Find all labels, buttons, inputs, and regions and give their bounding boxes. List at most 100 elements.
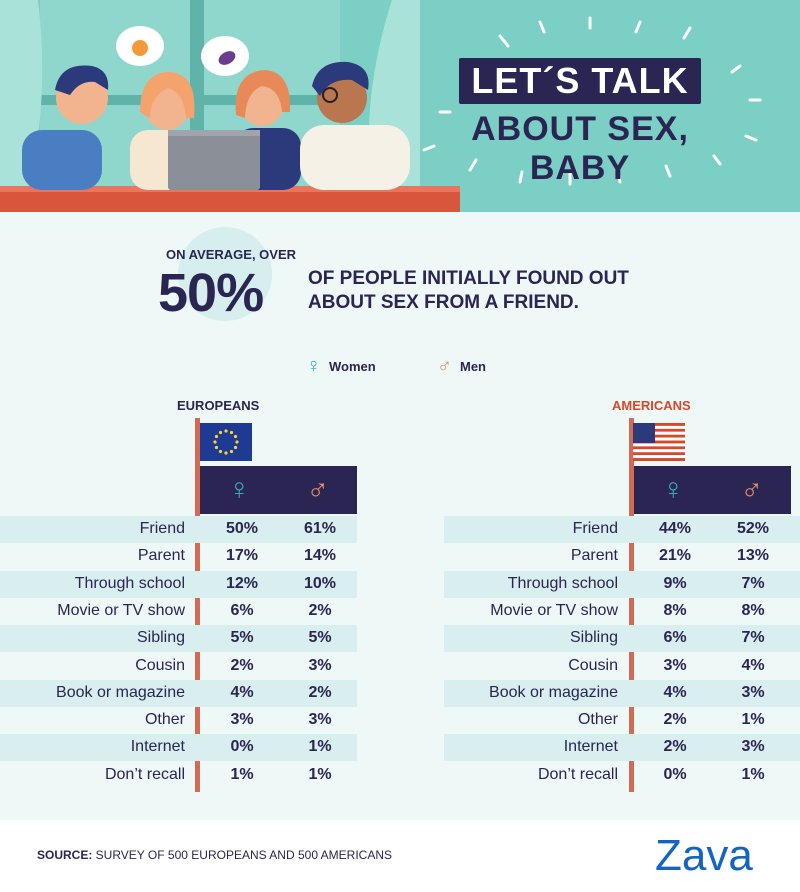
women-value: 6% <box>230 601 254 619</box>
men-value: 3% <box>741 738 765 756</box>
title-line-2: ABOUT SEX, BABY <box>471 110 689 187</box>
legend-men: ♂ Men <box>437 356 486 376</box>
legend-women-label: Women <box>329 358 376 374</box>
men-value: 2% <box>308 601 332 619</box>
row-label: Book or magazine <box>56 683 185 701</box>
eu-flag-icon <box>200 423 252 461</box>
footer <box>0 820 800 892</box>
us-flag-icon <box>633 423 685 461</box>
women-value: 0% <box>663 765 687 783</box>
women-value: 2% <box>663 711 687 729</box>
women-value: 17% <box>225 547 259 565</box>
zava-logo: Zava <box>655 831 753 880</box>
men-value: 3% <box>308 656 332 674</box>
us-flag-pole <box>629 418 634 792</box>
table-row-stripe <box>444 734 800 762</box>
europeans-title: EUROPEANS <box>177 398 260 413</box>
row-label: Through school <box>74 574 185 592</box>
male-icon: ♂ <box>306 473 330 506</box>
women-value: 44% <box>658 520 692 537</box>
source-note: SOURCE: SURVEY OF 500 EUROPEANS AND 500 … <box>37 848 392 862</box>
men-value: 1% <box>308 738 332 756</box>
table-row-stripe <box>444 625 800 653</box>
women-value: 1% <box>230 765 254 783</box>
row-label: Other <box>577 711 618 729</box>
row-label: Don’t recall <box>537 765 618 783</box>
row-label: Sibling <box>569 629 618 647</box>
male-icon: ♂ <box>437 355 452 377</box>
row-label: Internet <box>130 738 185 756</box>
men-value: 1% <box>741 765 765 783</box>
row-label: Parent <box>570 547 618 565</box>
women-value: 5% <box>230 629 254 647</box>
men-value: 14% <box>303 547 337 565</box>
men-value: 5% <box>308 629 332 647</box>
title-line-1: LET´S TALK <box>459 58 701 104</box>
row-label: Internet <box>563 738 618 756</box>
eu-flag-pole <box>195 418 200 792</box>
row-label: Movie or TV show <box>57 601 185 619</box>
row-label: Movie or TV show <box>490 601 618 619</box>
men-value: 1% <box>741 711 765 729</box>
men-value: 3% <box>741 683 765 701</box>
table-row-stripe <box>0 516 357 543</box>
row-label: Cousin <box>568 656 618 674</box>
women-value: 4% <box>663 683 687 701</box>
women-value: 8% <box>663 601 687 619</box>
men-value: 52% <box>736 520 770 537</box>
women-value: 12% <box>225 574 259 592</box>
women-value: 50% <box>225 520 259 537</box>
stat-circle <box>178 227 272 321</box>
row-label: Other <box>144 711 185 729</box>
table-row-stripe <box>0 734 357 762</box>
europeans-header: ♀ ♂ <box>200 466 357 514</box>
row-label: Friend <box>139 520 185 537</box>
women-value: 6% <box>663 629 687 647</box>
men-value: 3% <box>308 711 332 729</box>
table-row-stripe <box>0 625 357 653</box>
source-text: SURVEY OF 500 EUROPEANS AND 500 AMERICAN… <box>92 848 393 862</box>
legend-men-label: Men <box>460 358 486 374</box>
men-value: 1% <box>308 765 332 783</box>
americans-title: AMERICANS <box>612 398 691 413</box>
men-value: 13% <box>736 547 770 565</box>
table-row-stripe <box>444 570 800 598</box>
male-icon: ♂ <box>740 473 764 506</box>
stat-pre: ON AVERAGE, OVER <box>166 247 297 262</box>
men-value: 10% <box>303 574 337 592</box>
stat-text: OF PEOPLE INITIALLY FOUND OUT ABOUT SEX … <box>308 268 629 313</box>
female-icon: ♀ <box>306 355 321 377</box>
men-value: 4% <box>741 656 765 674</box>
women-value: 4% <box>230 683 254 701</box>
hero-illustration: LET´S TALK ABOUT SEX, BABY <box>0 0 800 212</box>
row-label: Book or magazine <box>489 683 618 701</box>
americans-header: ♀ ♂ <box>634 466 791 514</box>
women-value: 9% <box>663 574 687 592</box>
row-label: Parent <box>137 547 185 565</box>
female-icon: ♀ <box>228 473 251 506</box>
men-value: 7% <box>741 629 765 647</box>
female-icon: ♀ <box>662 473 685 506</box>
row-label: Cousin <box>135 656 185 674</box>
stat-big-number: 50% <box>158 263 264 323</box>
table-row-stripe <box>0 570 357 598</box>
people-illustration <box>0 0 762 212</box>
men-value: 61% <box>303 520 337 537</box>
table-row-stripe <box>444 516 800 543</box>
row-label: Through school <box>507 574 618 592</box>
men-value: 2% <box>308 683 332 701</box>
women-value: 21% <box>658 547 692 565</box>
page-title: LET´S TALK ABOUT SEX, BABY <box>430 58 730 188</box>
row-label: Don’t recall <box>104 765 185 783</box>
legend-women: ♀ Women <box>306 356 376 376</box>
women-value: 2% <box>663 738 687 756</box>
women-value: 3% <box>230 711 254 729</box>
table-row-stripe <box>0 679 357 707</box>
women-value: 2% <box>230 656 254 674</box>
row-label: Sibling <box>136 629 185 647</box>
women-value: 3% <box>663 656 687 674</box>
men-value: 8% <box>741 601 765 619</box>
men-value: 7% <box>741 574 765 592</box>
row-label: Friend <box>572 520 618 537</box>
women-value: 0% <box>230 738 254 756</box>
